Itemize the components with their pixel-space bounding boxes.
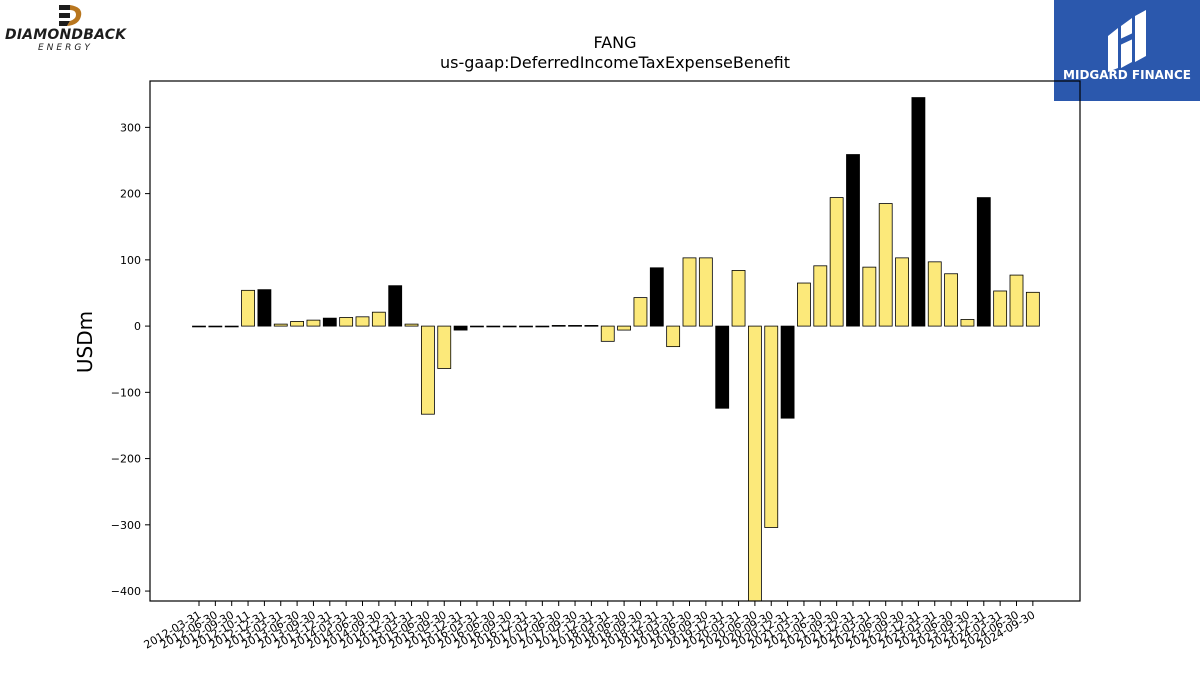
- bar-2013-06-30: [273, 323, 288, 327]
- bar-2014-12-31: [371, 311, 386, 327]
- bar-2024-03-31: [976, 197, 991, 327]
- diamondback-logo: DIAMONDBACK ENERGY: [0, 0, 145, 60]
- bar-2018-03-31: [584, 325, 599, 327]
- bar-2019-09-30: [682, 257, 697, 327]
- bar-2019-12-31: [698, 257, 713, 327]
- bar-2017-03-31: [519, 325, 533, 328]
- bar-2016-03-31: [453, 325, 468, 331]
- bar-2022-03-31: [846, 154, 860, 327]
- bar-2014-03-31: [322, 317, 337, 327]
- chart-title: FANG: [593, 33, 636, 52]
- bar-2023-06-30: [927, 261, 942, 327]
- bar-2015-12-31: [437, 325, 452, 369]
- bar-2019-06-30: [666, 325, 681, 348]
- diamondback-wordmark: DIAMONDBACK: [5, 27, 127, 43]
- bar-2018-06-30: [600, 325, 615, 342]
- bar-2021-03-31: [780, 325, 795, 419]
- bar-2024-09-30: [1009, 274, 1024, 327]
- y-tick-label: 200: [120, 188, 141, 201]
- y-tick-label: 100: [120, 254, 141, 267]
- bar-2017-06-30: [535, 325, 550, 328]
- bar-2012-12-31: [241, 289, 255, 327]
- bar-2023-09-30: [944, 273, 958, 327]
- bar-2018-12-31: [633, 297, 648, 327]
- bar-2020-06-30: [731, 270, 746, 327]
- bar-2020-12-31: [764, 325, 779, 528]
- y-tick-label: −100: [111, 386, 141, 399]
- bar-2021-09-30: [813, 265, 828, 327]
- bar-2016-09-30: [486, 325, 501, 328]
- bar-2019-03-31: [649, 267, 664, 327]
- bar-2012-09-30: [224, 325, 239, 328]
- bar-2023-12-31: [960, 319, 975, 327]
- bar-2017-12-31: [568, 325, 582, 327]
- bars-group: [192, 97, 1040, 602]
- bar-2013-09-30: [290, 321, 305, 327]
- y-axis: −400 −300 −200 −100 0 100 200 300: [111, 121, 150, 598]
- y-tick-label: 0: [134, 320, 141, 333]
- y-tick-label: −200: [111, 453, 141, 466]
- bar-2013-03-31: [257, 289, 272, 327]
- bar-2022-09-30: [878, 203, 893, 327]
- bar-2023-03-31: [911, 97, 926, 327]
- bar-2013-12-31: [306, 319, 321, 327]
- bar-2012-03-31: [192, 325, 206, 328]
- midgard-finance-logo: MIDGARD FINANCE: [1054, 0, 1200, 101]
- bar-undefined: [1025, 291, 1040, 327]
- bar-2020-03-31: [715, 325, 730, 409]
- energy-wordmark: ENERGY: [38, 43, 93, 53]
- bar-2017-09-30: [551, 325, 566, 327]
- y-tick-label: −300: [111, 519, 141, 532]
- plot-frame: [149, 80, 1081, 602]
- bar-2021-06-30: [797, 282, 811, 327]
- bar-2024-06-30: [993, 290, 1008, 327]
- midgard-finance-wordmark: MIDGARD FINANCE: [1063, 68, 1191, 82]
- bar-2015-06-30: [404, 323, 419, 327]
- y-axis-label: USDm: [73, 311, 97, 373]
- bar-2016-12-31: [502, 325, 517, 328]
- bar-2015-09-30: [420, 325, 435, 415]
- bar-2014-06-30: [339, 317, 354, 327]
- midgard-mark-icon: [1108, 10, 1146, 72]
- diamondback-mark-icon: [59, 5, 82, 26]
- bar-2015-03-31: [388, 285, 403, 327]
- chart-subtitle: us-gaap:DeferredIncomeTaxExpenseBenefit: [440, 53, 790, 72]
- x-axis: 2012-03-312012-06-302012-09-302012-10-11…: [142, 601, 1037, 652]
- bar-2014-09-30: [355, 316, 370, 327]
- bar-2018-09-30: [617, 325, 631, 331]
- bar-2020-09-30: [748, 325, 762, 602]
- bar-2021-12-31: [829, 197, 844, 327]
- y-tick-label: 300: [120, 121, 141, 134]
- bar-2022-12-31: [895, 257, 909, 327]
- bar-2012-06-30: [208, 325, 223, 328]
- y-tick-label: −400: [111, 585, 141, 598]
- bar-2022-06-30: [862, 266, 877, 327]
- bar-2016-06-30: [470, 325, 484, 328]
